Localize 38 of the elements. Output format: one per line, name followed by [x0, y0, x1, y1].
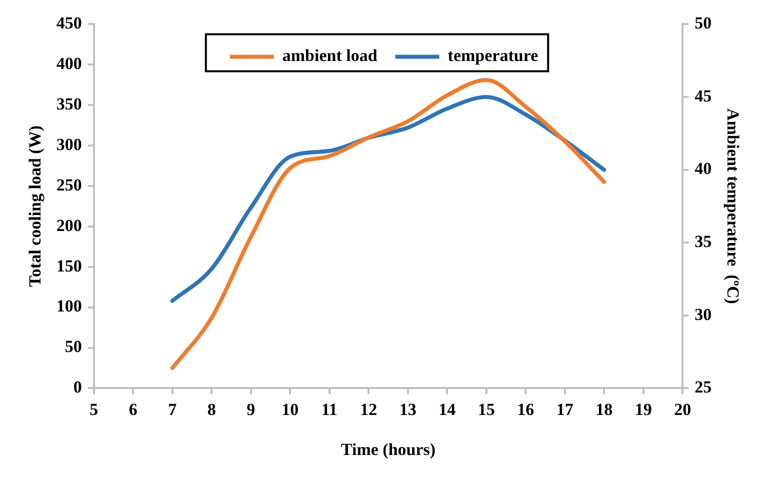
y2-tick-label: 50 [694, 14, 712, 33]
y2-tick-label: 30 [694, 304, 712, 324]
y-axis-title: Total cooling load (W) [26, 126, 45, 287]
y-tick-label: 300 [56, 134, 82, 154]
x-tick-label: 19 [634, 400, 652, 419]
legend-label: temperature [448, 46, 539, 66]
y-tick-label: 200 [56, 216, 82, 235]
x-tick-label: 17 [556, 400, 574, 419]
x-axis-title: Time (hours) [340, 440, 436, 460]
x-tick-label: 14 [438, 400, 456, 419]
x-tick-label: 11 [321, 400, 338, 419]
y2-tick-label: 25 [694, 378, 712, 397]
x-tick-label: 7 [168, 400, 178, 419]
y-tick-label: 250 [56, 175, 82, 194]
legend-label: ambient load [282, 46, 378, 66]
y-tick-label: 350 [56, 94, 82, 114]
y-tick-label: 150 [56, 256, 82, 276]
y2-tick-label: 40 [694, 159, 712, 178]
y-tick-label: 100 [56, 296, 82, 316]
y-tick-label: 400 [56, 54, 82, 74]
y2-tick-label: 45 [694, 86, 712, 106]
y-tick-label: 50 [64, 337, 82, 356]
x-tick-label: 12 [360, 400, 378, 419]
x-tick-label: 15 [478, 400, 495, 419]
y2-tick-label: 35 [694, 232, 712, 251]
x-tick-label: 5 [90, 400, 98, 419]
x-tick-label: 8 [207, 400, 216, 419]
x-tick-label: 13 [399, 400, 416, 419]
x-tick-label: 10 [282, 400, 299, 419]
line-series [170, 78, 606, 370]
x-tick-label: 20 [674, 400, 692, 419]
x-tick-label: 6 [128, 400, 138, 419]
y-tick-label: 450 [56, 14, 82, 33]
y-tick-label: 0 [73, 378, 82, 397]
y2-axis-title: Ambient temperature (ºC) [723, 108, 742, 304]
x-tick-label: 9 [246, 400, 256, 419]
x-tick-label: 18 [596, 400, 613, 419]
x-tick-label: 16 [517, 400, 534, 419]
